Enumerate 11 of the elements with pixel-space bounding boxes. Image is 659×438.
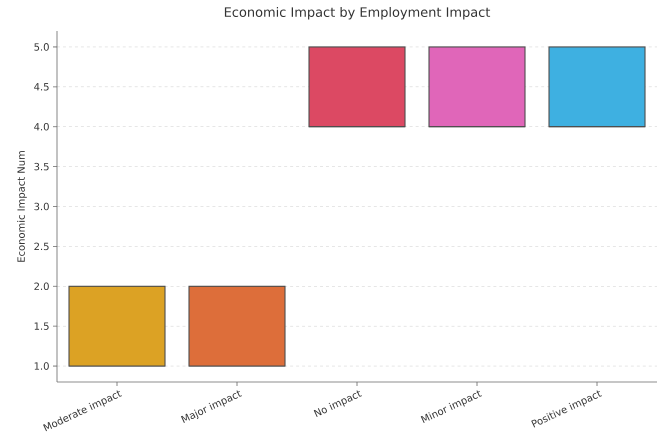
chart-title: Economic Impact by Employment Impact — [224, 6, 490, 20]
y-tick-label: 1.0 — [34, 362, 49, 370]
y-tick-label: 2.5 — [34, 242, 49, 250]
y-tick-label: 3.5 — [34, 162, 49, 170]
y-tick-label: 2.0 — [34, 282, 49, 290]
y-axis-title: Economic Impact Num — [17, 151, 27, 262]
y-tick-label: 1.5 — [34, 322, 49, 330]
y-tick-label: 4.0 — [34, 122, 49, 130]
y-tick-label: 3.0 — [34, 202, 49, 210]
y-tick-label: 5.0 — [34, 43, 49, 51]
y-tick-label: 4.5 — [34, 83, 49, 91]
